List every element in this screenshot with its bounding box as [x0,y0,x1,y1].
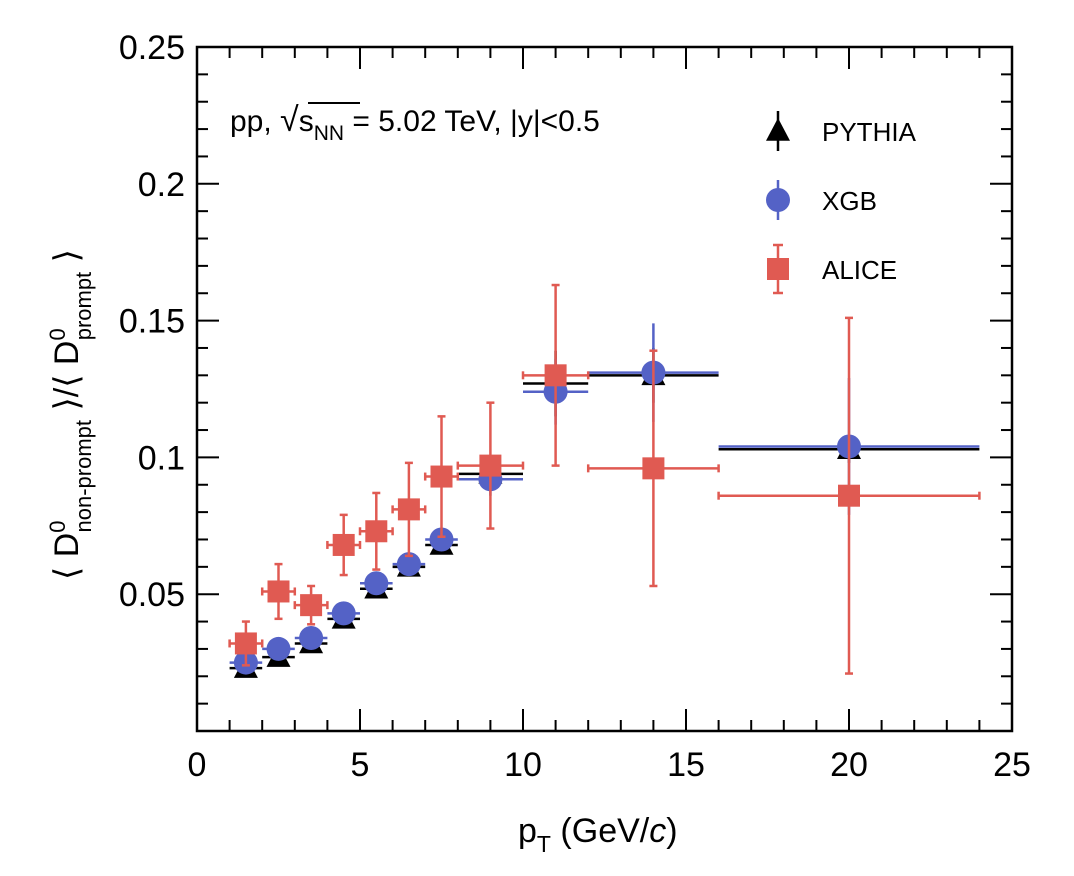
sqrt-base: s [299,105,314,138]
series-alice [228,283,981,675]
data-point [293,584,329,626]
square-marker [767,258,789,280]
annotation-prefix: pp, [230,105,280,138]
square-marker [365,520,388,543]
y-axis-title-num-sup: 0 [45,520,70,532]
data-point [360,571,393,596]
triangle-marker [766,118,790,141]
square-marker [544,364,567,387]
square-marker [267,580,290,603]
y-tick-label: 0.25 [119,29,185,67]
x-tick-label: 0 [188,746,207,784]
data-point [294,625,328,650]
square-marker [300,594,323,617]
square-marker [332,533,355,556]
circle-marker [299,625,324,650]
square-marker [430,465,453,488]
plot-frame [195,45,1014,733]
x-axis-title: pT (GeV/c) [518,812,678,857]
plot-data [228,283,981,678]
circle-marker [266,636,291,661]
x-axis-title-close: ) [666,812,677,850]
y-axis-title-mid: ⟩/⟨ D [48,341,86,420]
x-axis-title-base: p [518,812,537,850]
x-axis-title-sub: T [537,831,551,857]
legend-label: PYTHIA [822,117,917,147]
data-point [586,349,720,588]
legend-label: ALICE [822,255,897,285]
x-tick-label: 15 [667,746,705,784]
annotation-suffix: = 5.02 TeV, |y|<0.5 [344,105,600,138]
y-axis-title-open: ⟨ D [48,533,86,580]
circle-marker [766,188,790,212]
data-point [326,513,362,577]
y-axis-title-den-sub: prompt [71,272,96,340]
sqrt-symbol: √ [280,101,299,139]
y-axis-title-num-sub: non-prompt [71,420,96,533]
y-axis-title-den-sup: 0 [45,328,70,340]
x-axis-title-italic: c [649,812,666,850]
data-point [456,401,525,530]
data-point [717,316,981,675]
data-point [327,601,360,626]
x-tick-label: 5 [351,746,370,784]
axis-ticks [196,46,1013,732]
data-point [425,527,458,552]
legend-item-alice: ALICE [767,243,897,295]
circle-marker [364,571,389,596]
square-marker [838,484,860,507]
x-tick-label: 25 [993,746,1031,784]
data-point [521,283,590,467]
x-axis-title-rest: (GeV/ [551,812,650,850]
circle-marker [396,552,421,577]
data-point [358,491,394,571]
circle-marker [429,527,454,552]
legend-item-xgb: XGB [766,180,877,220]
square-marker [234,632,257,655]
y-tick-label: 0.1 [138,439,185,477]
data-point [392,552,426,577]
square-marker [642,457,665,480]
data-point [228,620,264,667]
legend: PYTHIA XGB ALICE [766,111,917,295]
data-point [423,415,460,538]
x-tick-label: 10 [504,746,542,784]
energy-annotation: pp, √sNN = 5.02 TeV, |y|<0.5 [230,101,600,145]
y-tick-label: 0.2 [138,166,185,204]
x-tick-label: 20 [830,746,868,784]
y-axis-title-close: ⟩ [48,249,86,272]
y-tick-label: 0.15 [119,303,185,341]
data-point [260,562,297,621]
legend-label: XGB [822,186,877,216]
sqrt-subscript: NN [314,122,344,145]
y-axis-title: ⟨ D0non-prompt ⟩/⟨ D0prompt ⟩ [45,249,96,580]
data-point [262,636,295,661]
tick-labels: 0 5 10 15 20 25 0.05 0.1 0.15 0.2 0.25 [119,29,1031,784]
legend-item-pythia: PYTHIA [766,111,917,151]
data-point [391,461,427,558]
y-tick-label: 0.05 [119,576,185,614]
square-marker [397,498,420,521]
circle-marker [331,601,356,626]
square-marker [479,454,502,477]
